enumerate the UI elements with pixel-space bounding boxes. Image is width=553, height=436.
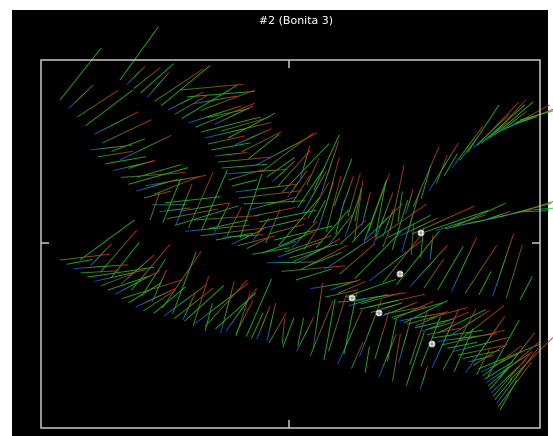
page: {"title": "#2 (Bonita 3)"} #2 (Bonita 3)… (0, 0, 553, 436)
viewer: #2 (Bonita 3) (0, 0, 553, 436)
view-title: #2 (Bonita 3) (259, 14, 333, 27)
